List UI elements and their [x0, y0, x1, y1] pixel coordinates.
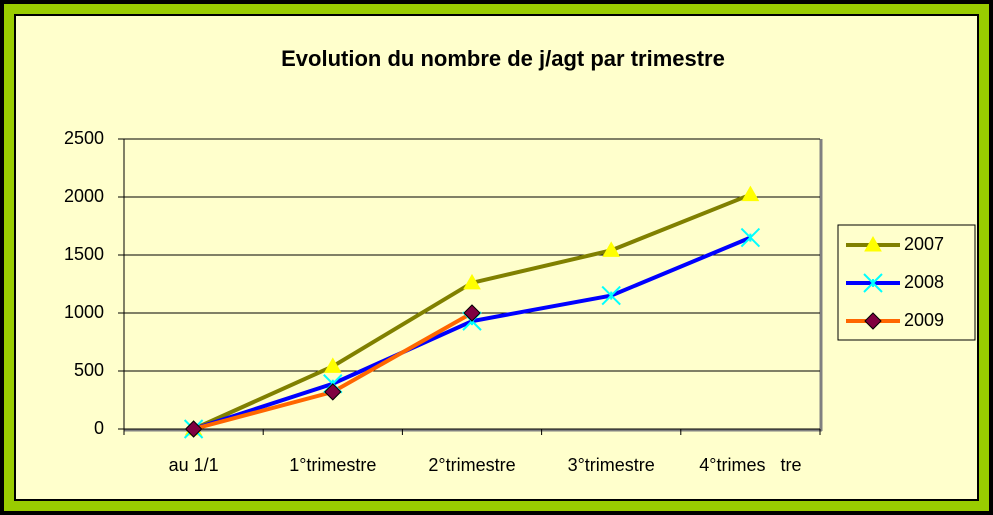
x-tick-label: 4°trimes tre: [699, 455, 801, 475]
y-tick-label: 2500: [64, 128, 104, 148]
legend-marker: [864, 235, 882, 252]
point-marker: [740, 227, 761, 248]
point-marker: [601, 285, 621, 306]
x-tick-label: 1°trimestre: [289, 455, 376, 475]
x-tick-label: au 1/1: [169, 455, 219, 475]
point-marker: [741, 185, 760, 202]
y-tick-label: 1500: [64, 244, 104, 264]
point-marker: [323, 357, 342, 373]
legend-marker: [864, 312, 882, 330]
chart-background: [16, 16, 977, 499]
y-tick-label: 1000: [64, 302, 104, 322]
x-tick-label: 3°trimestre: [568, 455, 655, 475]
y-tick-label: 0: [94, 418, 104, 438]
x-tick-label: 2°trimestre: [428, 455, 515, 475]
chart-title: Evolution du nombre de j/agt par trimest…: [281, 46, 725, 71]
legend-label: 2008: [904, 272, 944, 292]
legend-label: 2007: [904, 234, 944, 254]
point-marker: [184, 420, 203, 438]
point-marker: [602, 241, 621, 257]
legend-label: 2009: [904, 310, 944, 330]
legend-marker: [863, 273, 883, 293]
point-marker: [463, 304, 481, 322]
y-tick-label: 2000: [64, 186, 104, 206]
point-marker: [324, 383, 342, 401]
point-marker: [463, 273, 481, 290]
y-tick-label: 500: [74, 360, 104, 380]
